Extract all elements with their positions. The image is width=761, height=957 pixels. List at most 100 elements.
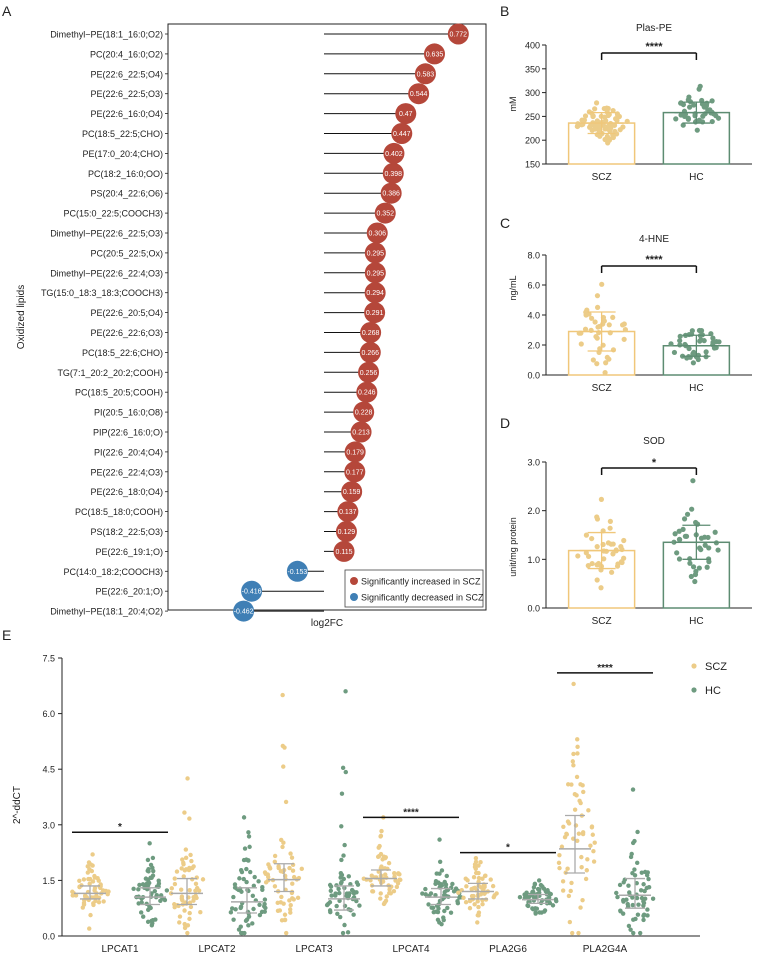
data-point-pla2g4a-hc-7 [620,911,626,916]
data-point-lpcat2-scz-56 [181,860,186,866]
data-point-lpcat3-scz-11 [287,907,293,912]
data-point-lpcat4-scz-31 [378,891,383,896]
data-point-lpcat2-scz-3 [177,914,183,919]
data-point-lpcat2-scz-29 [187,910,192,916]
value-label-3: 0.544 [410,91,428,98]
data-point-pla2g4a-scz-43 [580,897,585,903]
data-point-pla2g4a-hc-58 [630,840,636,846]
value-label-8: 0.386 [382,191,400,198]
data-point-lpcat2-scz-50 [196,888,202,893]
data-point-pla2g4a-hc-33 [641,899,646,904]
data-point-lpcat3-hc-32 [345,930,351,935]
data-point-lpcat4-scz-49 [375,854,381,859]
data-point-lpcat1-hc-51 [151,868,156,874]
data-point-hc-38 [699,101,706,107]
data-point-pla2g4a-hc-23 [641,912,647,917]
data-point-pla2g4a-scz-7 [567,919,573,925]
data-point-pla2g6-hc-19 [550,903,556,908]
value-label-12: 0.295 [367,270,385,277]
data-point-hc-38 [686,345,692,352]
data-point-pla2g6-scz-57 [478,885,484,890]
data-point-hc-36 [677,537,683,543]
data-point-scz-25 [603,360,609,366]
data-point-scz-27 [594,544,600,550]
data-point-lpcat1-hc-0 [147,841,152,846]
data-point-lpcat3-scz-25 [299,866,304,872]
data-point-lpcat3-scz-57 [276,865,281,871]
data-point-pla2g4a-scz-9 [579,865,584,870]
data-point-pla2g4a-hc-42 [642,888,647,894]
data-point-hc-22 [671,539,677,545]
data-point-lpcat2-hc-40 [247,844,252,850]
category-label-12: Dimethyl−PE(22:6_22:4;O3) [50,268,163,278]
data-point-scz-28 [586,311,592,317]
data-point-pla2g4a-scz-59 [557,865,562,871]
lollipop-dot-14 [364,302,386,324]
data-point-pla2g4a-hc-37 [635,860,640,866]
data-point-lpcat3-scz-13 [284,930,289,936]
data-point-lpcat3-hc-12 [338,881,344,886]
data-point-lpcat2-hc-42 [229,906,235,911]
data-point-lpcat3-scz-37 [262,870,268,875]
data-point-pla2g4a-scz-21 [571,763,576,768]
lollipop-dot-21 [344,441,366,463]
data-point-lpcat4-hc-10 [450,881,455,887]
y-tick-label-4: 350 [525,64,540,74]
data-point-pla2g6-scz-46 [490,883,496,889]
data-point-lpcat3-hc-52 [333,891,338,896]
data-point-scz-59 [610,134,616,141]
data-point-pla2g4a-hc-47 [629,851,634,857]
data-point-lpcat1-scz-33 [77,878,82,883]
data-point-scz-35 [585,563,591,569]
sig-label-pla2g4a: **** [597,663,613,674]
data-point-lpcat4-hc-53 [435,917,441,923]
data-point-lpcat2-hc-15 [244,879,249,885]
data-point-hc-33 [706,545,712,551]
data-point-lpcat2-scz-57 [187,816,192,821]
bar-chart-c: 0.0 2.0 4.0 6.0 8.0 SCZ HC [527,251,752,394]
category-label-20: PIP(22:6_16:0;O) [93,428,163,438]
value-label-25: 0.129 [338,529,356,536]
data-point-lpcat1-hc-32 [158,898,163,904]
y-tick-label-2: 4.0 [527,311,540,321]
lollipop-dot-28 [241,580,263,602]
value-label-9: 0.352 [376,211,394,218]
lollipop-dot-1 [423,43,445,65]
data-point-pla2g6-scz-24 [473,870,479,876]
sig-label-lpcat4: **** [403,807,419,818]
data-point-hc-18 [697,338,703,344]
data-point-lpcat1-scz-52 [87,926,92,931]
data-point-scz-13 [605,540,612,546]
data-point-scz-22 [593,333,599,340]
value-label-28: -0.416 [242,589,262,596]
data-point-lpcat3-scz-58 [282,745,287,750]
category-label-8: PS(20:4_22:6;O6) [90,189,163,199]
data-point-lpcat4-hc-31 [435,909,441,915]
data-point-lpcat3-hc-40 [328,888,334,893]
data-point-scz-58 [592,106,598,112]
value-label-18: 0.246 [358,390,376,397]
data-point-pla2g6-hc-0 [536,878,542,883]
data-point-pla2g4a-hc-32 [635,912,641,917]
data-point-lpcat4-hc-58 [439,882,444,887]
data-point-pla2g4a-hc-11 [641,882,646,887]
data-point-lpcat3-scz-42 [272,859,278,865]
data-point-scz-7 [589,315,595,321]
data-point-lpcat4-hc-30 [445,905,450,911]
data-point-scz-4 [594,293,601,299]
category-label-29: Dimethyl−PE(18:1_20:4;O2) [50,607,163,617]
data-point-hc-12 [672,531,678,537]
data-point-scz-39 [578,341,584,347]
data-point-pla2g4a-hc-38 [635,829,640,835]
data-point-pla2g6-scz-10 [475,899,480,904]
data-point-lpcat4-hc-18 [442,879,447,885]
lollipop-dot-7 [382,162,404,184]
data-point-lpcat4-scz-15 [393,878,398,883]
lollipop-dot-27 [286,560,308,582]
y-tick-label-0: 150 [525,160,540,170]
data-point-scz-29 [588,327,594,333]
panel-c-title: 4-HNE [639,234,669,245]
data-point-lpcat3-hc-51 [348,882,353,887]
data-point-scz-8 [589,535,595,542]
data-point-lpcat1-hc-57 [148,875,153,880]
